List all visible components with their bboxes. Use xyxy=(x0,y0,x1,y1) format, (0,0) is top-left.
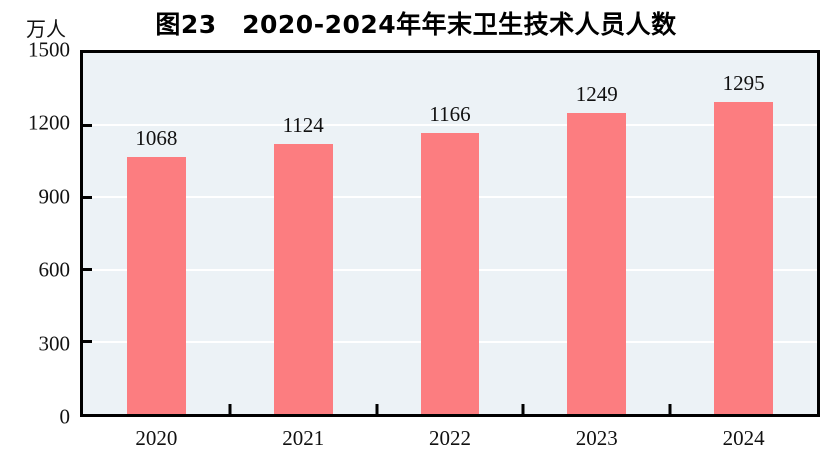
y-tick-label: 1500 xyxy=(28,37,70,62)
x-tick-mark xyxy=(375,404,379,414)
plot-area: 1068 1124 1166 1249 1295 xyxy=(80,50,820,417)
bar xyxy=(567,113,627,414)
y-axis: 0 300 600 900 1200 1500 xyxy=(0,38,71,429)
x-category-label: 2022 xyxy=(428,426,471,450)
x-category-label: 2020 xyxy=(135,426,178,450)
x-category-label: 2024 xyxy=(722,426,765,450)
bar xyxy=(714,102,773,414)
bar-column: 1249 xyxy=(523,53,670,414)
x-tick-mark xyxy=(521,404,525,414)
bar-value-label: 1166 xyxy=(429,102,471,127)
gridline xyxy=(83,124,817,127)
y-tick-label: 600 xyxy=(38,257,71,282)
x-axis: 2020 2021 2022 2023 2024 xyxy=(83,426,817,452)
x-category-label: 2023 xyxy=(575,426,618,450)
plot-inner-layer: 1068 1124 1166 1249 1295 xyxy=(83,53,817,414)
bar-column: 1166 xyxy=(377,53,524,414)
bar xyxy=(420,133,480,414)
x-category-label: 2021 xyxy=(282,426,325,450)
x-tick-mark xyxy=(228,404,232,414)
y-tick-mark xyxy=(83,268,92,272)
chart-title: 图23 2020-2024年年末卫生技术人员人数 xyxy=(155,10,677,39)
bar-value-label: 1249 xyxy=(575,82,618,107)
bar-value-label: 1295 xyxy=(722,71,765,96)
bar-column: 1295 xyxy=(670,53,817,414)
bar-column: 1068 xyxy=(83,53,230,414)
bar-value-label: 1068 xyxy=(135,125,178,150)
y-tick-label: 900 xyxy=(38,184,71,209)
y-tick-label: 300 xyxy=(38,331,71,356)
y-axis-unit-label: 万人 xyxy=(26,19,66,41)
bar xyxy=(127,156,186,414)
y-tick-mark xyxy=(83,340,92,344)
bar-value-label: 1124 xyxy=(282,112,324,137)
bar-column: 1124 xyxy=(230,53,377,414)
y-tick-mark xyxy=(83,195,92,199)
x-tick-mark xyxy=(668,404,672,414)
bar xyxy=(273,143,333,414)
y-tick-label: 1200 xyxy=(28,110,70,135)
y-tick-mark xyxy=(83,123,92,127)
y-tick-label: 0 xyxy=(59,404,71,429)
